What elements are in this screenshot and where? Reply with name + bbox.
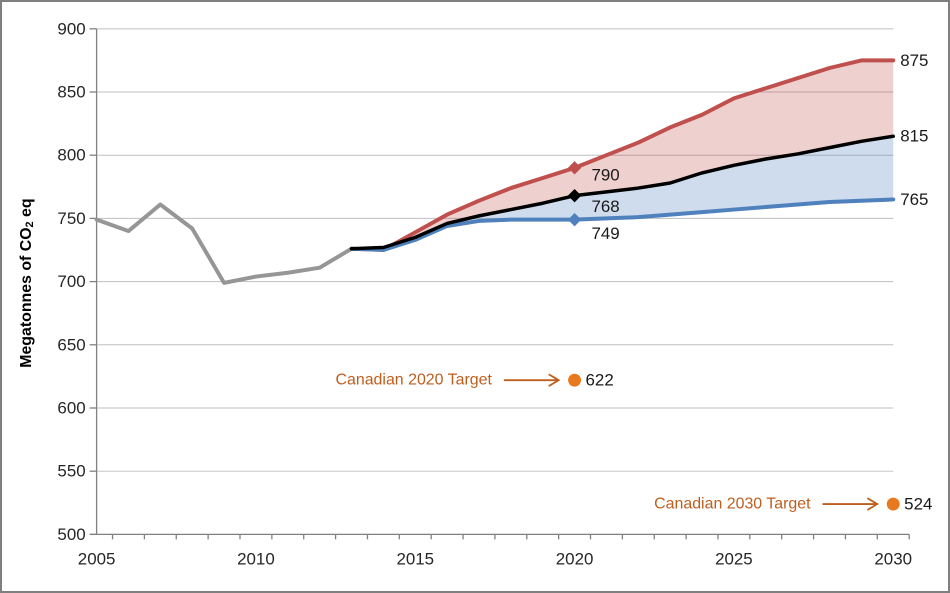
series-lines-layer — [94, 58, 896, 285]
markers-layer — [567, 161, 582, 227]
marker-diamond-central-scenario — [567, 188, 582, 203]
axis-text-layer: 500 550 600 650 700 750 800 850 900 2005 2010 2015 2… — [17, 19, 912, 568]
y-tick-label-600: 600 — [57, 399, 85, 418]
series-line-high-scenario — [349, 58, 896, 252]
end-label-low-scenario: 765 — [900, 190, 928, 209]
target-annotations-layer: Canadian 2020 Target 622 Canadian 2030 Tar… — [335, 371, 932, 514]
series-line-low-scenario — [349, 197, 896, 252]
y-tick-label-800: 800 — [57, 146, 85, 165]
marker-diamond-high-scenario — [567, 161, 582, 175]
data-labels-layer: 790 768 749 875 815 765 — [592, 51, 929, 243]
series-line-historical-emissions — [94, 202, 354, 285]
target-dot-2030 — [886, 497, 900, 511]
y-tick-label-650: 650 — [57, 335, 85, 354]
target-arrowhead-2020 — [548, 373, 561, 387]
target-label-2020: Canadian 2020 Target — [335, 372, 492, 389]
low-band — [351, 136, 894, 251]
x-tick-label-2015: 2015 — [396, 550, 434, 569]
y-tick-label-500: 500 — [57, 525, 85, 544]
y-tick-label-550: 550 — [57, 462, 85, 481]
end-label-central-scenario: 815 — [900, 127, 928, 146]
end-label-high-scenario: 875 — [900, 51, 928, 70]
point-label-low-scenario: 749 — [592, 224, 620, 243]
target-label-2030: Canadian 2030 Target — [654, 496, 811, 513]
series-line-central-scenario — [349, 134, 895, 251]
x-tick-label-2010: 2010 — [237, 550, 275, 569]
y-tick-label-750: 750 — [57, 209, 85, 228]
high-band — [351, 60, 894, 251]
y-tick-label-700: 700 — [57, 272, 85, 291]
y-tick-label-850: 850 — [57, 83, 85, 102]
y-axis-title: Megatonnes of CO2 eq — [17, 198, 36, 367]
target-dot-2020 — [568, 373, 582, 387]
target-arrowhead-2030 — [866, 497, 880, 511]
target-value-2030: 524 — [904, 495, 932, 514]
marker-diamond-low-scenario — [567, 213, 582, 227]
x-tick-label-2025: 2025 — [715, 550, 753, 569]
x-tick-label-2030: 2030 — [874, 550, 912, 569]
point-label-high-scenario: 790 — [592, 165, 620, 184]
x-tick-label-2020: 2020 — [556, 550, 594, 569]
y-tick-label-900: 900 — [57, 19, 85, 38]
target-value-2020: 622 — [586, 371, 614, 390]
x-tick-label-2005: 2005 — [78, 550, 116, 569]
axes-layer — [89, 28, 910, 540]
uncertainty-bands-layer — [351, 60, 894, 251]
point-label-central-scenario: 768 — [592, 197, 620, 216]
